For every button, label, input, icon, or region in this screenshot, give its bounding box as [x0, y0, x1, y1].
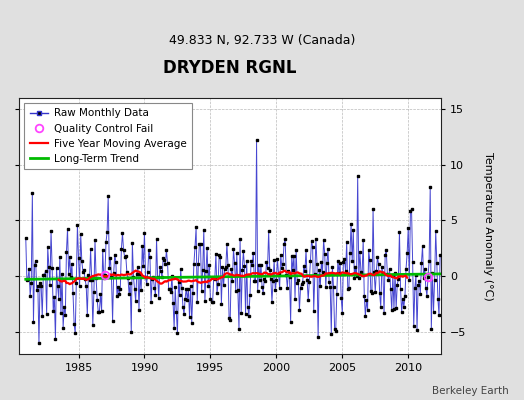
Legend: Raw Monthly Data, Quality Control Fail, Five Year Moving Average, Long-Term Tren: Raw Monthly Data, Quality Control Fail, … [25, 103, 191, 169]
Y-axis label: Temperature Anomaly (°C): Temperature Anomaly (°C) [483, 152, 493, 300]
Text: 49.833 N, 92.733 W (Canada): 49.833 N, 92.733 W (Canada) [169, 34, 355, 47]
Title: DRYDEN RGNL: DRYDEN RGNL [163, 59, 297, 77]
Text: Berkeley Earth: Berkeley Earth [432, 386, 508, 396]
